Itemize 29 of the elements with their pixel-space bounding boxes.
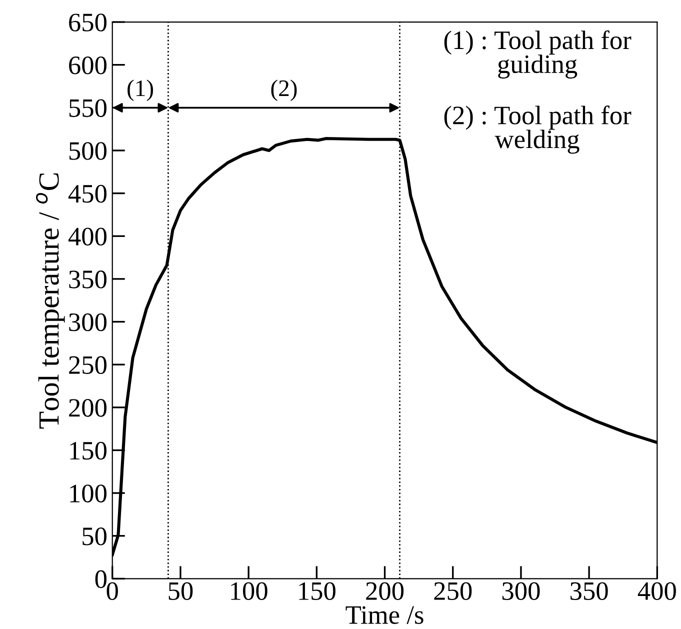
- y-tick-label: 500: [69, 142, 106, 160]
- x-tick-label: 100: [231, 582, 268, 600]
- y-tick-label: 550: [69, 99, 106, 118]
- y-axis-title: Tool temperature / $^{o}$C: [36, 173, 65, 429]
- y-tick-label: 200: [69, 399, 106, 417]
- y-tick-label: 450: [68, 184, 106, 203]
- annotation: (1): [128, 80, 154, 102]
- x-tick-label: 350: [570, 582, 608, 600]
- x-tick-label: 50: [168, 582, 193, 600]
- y-tick-label: 300: [69, 313, 106, 332]
- y-tick-label: 0: [95, 570, 106, 588]
- x-tick-label: 300: [502, 582, 540, 600]
- x-axis-title: Time /s: [346, 606, 424, 624]
- annotation: (1) : Tool path for guiding: [444, 30, 632, 79]
- y-tick-label: 650: [69, 14, 106, 32]
- annotation: (2) : Tool path for welding: [444, 106, 632, 154]
- x-tick-label: 400: [638, 582, 676, 600]
- x-tick-label: 200: [366, 582, 404, 600]
- y-tick-label: 250: [69, 356, 106, 374]
- y-tick-label: 50: [82, 527, 106, 546]
- annotation: (2): [271, 80, 297, 102]
- y-tick-label: 400: [68, 228, 106, 246]
- y-tick-label: 100: [70, 484, 106, 502]
- y-tick-label: 600: [69, 56, 106, 74]
- x-tick-label: 0: [106, 582, 118, 600]
- x-tick-label: 150: [299, 582, 336, 600]
- x-tick-label: 250: [434, 582, 472, 600]
- y-tick-label: 350: [69, 270, 106, 288]
- y-tick-label: 150: [70, 442, 106, 460]
